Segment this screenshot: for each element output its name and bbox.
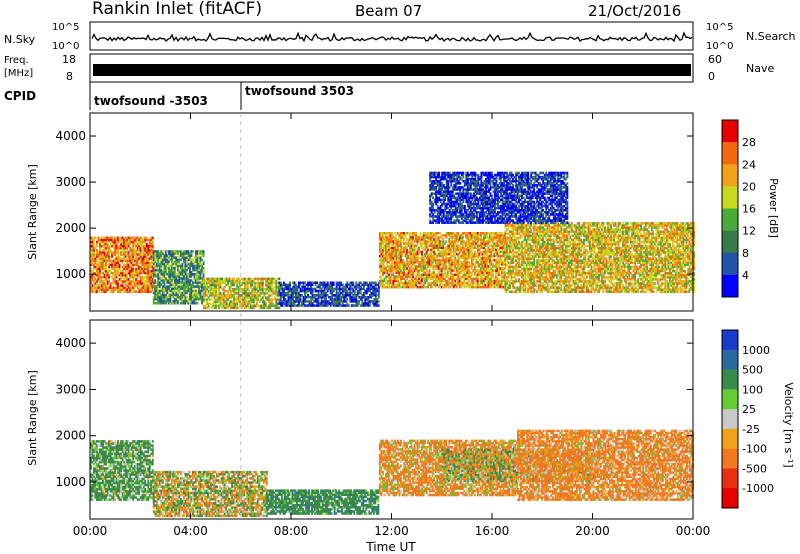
heatmap-cell: [278, 307, 280, 310]
heatmap-cell: [203, 250, 205, 253]
beam-title: Beam 07: [355, 2, 422, 20]
cpid-program-1: twofsound -3503: [94, 94, 208, 108]
heatmap-cell: [192, 250, 194, 253]
site-title: Rankin Inlet (fitACF): [92, 0, 262, 19]
rti-plot: Rankin Inlet (fitACF) Beam 07 21/Oct/201…: [0, 0, 800, 554]
heatmap-cell: [152, 237, 154, 240]
heatmap-cell: [211, 298, 213, 301]
power-heatmap-cells: [90, 172, 695, 309]
nsky-label: N.Sky: [4, 33, 36, 46]
nsky-panel-frame: [90, 22, 693, 50]
heatmap-cell: [265, 303, 267, 306]
nsky-trace: [92, 33, 692, 41]
heatmap-cell: [95, 237, 97, 240]
cpid-label: CPID: [4, 89, 36, 103]
nave-label: Nave: [746, 62, 774, 75]
heatmap-cell: [119, 264, 121, 267]
nsearch-label: N.Search: [746, 30, 796, 43]
heatmap-cell: [203, 267, 205, 270]
nsearch-tick-bottom: 10^0: [706, 41, 733, 52]
freq-unit-label: [MHz]: [4, 68, 33, 79]
nave-tick-top: 60: [708, 53, 722, 66]
freq-label: Freq.: [4, 55, 29, 66]
heatmap-cell: [162, 250, 164, 253]
heatmap-cell: [203, 261, 205, 264]
cpid-program-2: twofsound 3503: [245, 84, 354, 98]
heatmap-cell: [135, 291, 137, 294]
freq-band: [93, 64, 691, 76]
heatmap-cell: [197, 302, 199, 305]
rti-svg: Rankin Inlet (fitACF) Beam 07 21/Oct/201…: [0, 0, 800, 554]
nave-tick-bottom: 0: [708, 70, 715, 83]
nsky-tick-top: 10^5: [52, 22, 79, 33]
heatmap-cell: [289, 282, 291, 285]
freq-tick-top: 18: [62, 53, 76, 66]
freq-tick-bottom: 8: [66, 70, 73, 83]
heatmap-cell: [209, 303, 211, 306]
heatmap-cell: [278, 278, 280, 281]
nsky-tick-bottom: 10^0: [52, 41, 79, 52]
nsearch-tick-top: 10^5: [706, 22, 733, 33]
date-title: 21/Oct/2016: [588, 2, 681, 20]
